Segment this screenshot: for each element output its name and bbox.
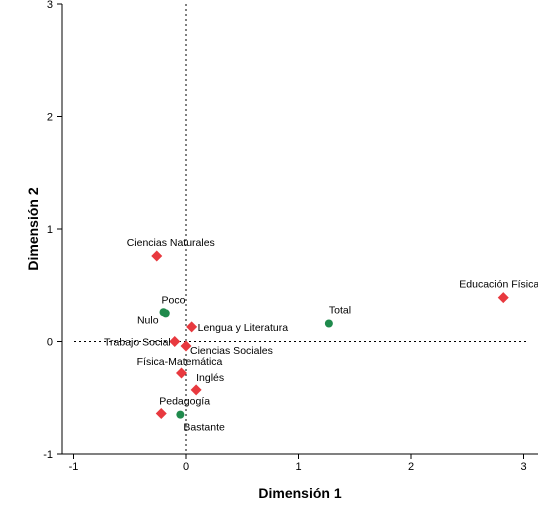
point-lengua-y-literatura: [186, 321, 198, 333]
x-tick-label: 3: [520, 461, 526, 473]
label-ciencias-naturales: Ciencias Naturales: [127, 237, 215, 249]
point-total: [324, 319, 333, 328]
point-ciencias-naturales: [151, 250, 163, 262]
label-lengua-y-literatura: Lengua y Literatura: [198, 322, 289, 334]
point-ingles: [190, 384, 202, 396]
ticks: -1 0 1 2 3 -1 0 1 2 3: [43, 0, 526, 473]
label-educacion-fisica: Educación Física: [459, 279, 538, 291]
x-tick-label: -1: [69, 461, 79, 473]
x-tick-label: 0: [183, 461, 189, 473]
reference-lines: [74, 4, 528, 454]
point-nulo: [161, 309, 170, 318]
label-ingles: Inglés: [196, 372, 224, 384]
label-bastante: Bastante: [183, 422, 225, 434]
y-tick-label: -1: [43, 449, 53, 461]
x-tick-label: 2: [408, 461, 414, 473]
label-ciencias-sociales: Ciencias Sociales: [190, 345, 273, 357]
y-tick-label: 1: [47, 224, 53, 236]
label-poco: Poco: [162, 294, 186, 306]
y-tick-label: 0: [47, 337, 53, 349]
x-axis-title: Dimensión 1: [258, 485, 341, 501]
y-axis-title: Dimensión 2: [25, 187, 41, 270]
label-total: Total: [329, 305, 351, 317]
point-ciencias-sociales: [180, 340, 192, 352]
point-educacion-fisica: [497, 292, 509, 304]
label-nulo: Nulo: [137, 314, 159, 326]
y-tick-label: 3: [47, 0, 53, 11]
x-tick-label: 1: [295, 461, 301, 473]
y-tick-label: 2: [47, 112, 53, 124]
label-fisica-matematica: Física-Matemática: [137, 356, 223, 368]
label-pedagogia: Pedagogía: [159, 396, 210, 408]
point-pedagogia: [155, 408, 167, 419]
point-trabajo-social: [169, 336, 181, 347]
data-labels: Ciencias Naturales Educación Física Lengua…: [104, 237, 538, 434]
label-trabajo-social: Trabajo Social: [104, 337, 171, 349]
point-fisica-matematica: [176, 367, 187, 379]
data-points: [151, 250, 509, 419]
point-bastante: [176, 410, 185, 419]
